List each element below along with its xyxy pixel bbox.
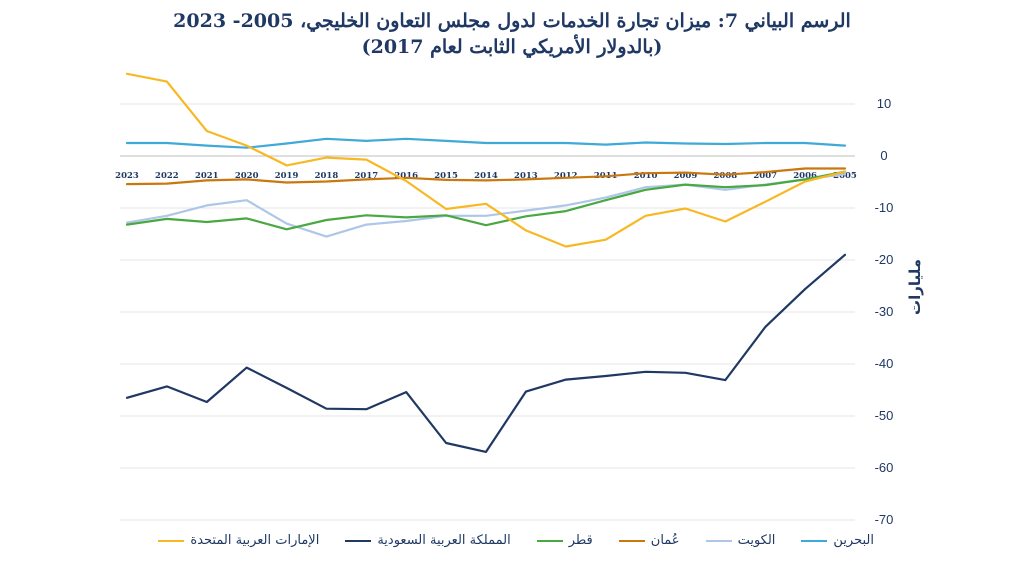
series-line-5 (125, 253, 847, 453)
y-tick-label: -40 (875, 356, 894, 371)
legend-label: المملكة العربية السعودية (377, 533, 511, 548)
series-line-2 (125, 173, 847, 238)
legend-swatch (536, 539, 563, 542)
x-tick-label: 2015 (434, 171, 458, 181)
series-line-1 (125, 137, 847, 149)
x-tick-label: 2009 (674, 171, 698, 181)
legend-label: الإمارات العربية المتحدة (190, 533, 320, 548)
x-tick-label: 2010 (634, 171, 658, 181)
legend-swatch (801, 539, 828, 542)
y-axis-ticks: 10 0 -10 -20 -30 -40 -50 -60 -70 (875, 96, 894, 527)
legend-swatch (158, 539, 185, 542)
x-tick-label: 2017 (354, 171, 378, 181)
legend-item: البحرين (801, 533, 874, 548)
x-tick-label: 2013 (514, 171, 538, 181)
legend-item: المملكة العربية السعودية (345, 533, 511, 548)
series-line-6 (125, 72, 847, 248)
legend-label: عُمان (650, 533, 680, 548)
x-tick-label: 2016 (394, 171, 418, 181)
x-tick-label: 2012 (554, 171, 578, 181)
series-lines (125, 72, 847, 453)
chart-title-block: الرسم البياني 7: ميزان تجارة الخدمات لدو… (0, 8, 1024, 60)
y-tick-label: -70 (875, 512, 894, 527)
legend-item: عُمان (618, 533, 680, 548)
x-tick-label: 2021 (195, 171, 219, 181)
x-tick-label: 2008 (713, 171, 737, 181)
y-tick-label: 0 (880, 148, 887, 163)
legend-item: الكويت (705, 533, 776, 548)
legend-label: الكويت (737, 533, 776, 548)
legend-swatch (705, 539, 732, 542)
legend-label: قطر (568, 533, 593, 548)
y-tick-label: -60 (875, 460, 894, 475)
y-tick-label: -20 (875, 252, 894, 267)
x-tick-label: 2022 (155, 171, 179, 181)
legend-item: قطر (536, 533, 593, 548)
chart-legend: البحرين الكويت عُمان قطر المملكة العربية الس… (158, 533, 874, 548)
series-line-4 (125, 170, 847, 231)
x-tick-label: 2020 (235, 171, 259, 181)
chart-subtitle: (بالدولار الأمريكي الثابت لعام 2017) (361, 36, 663, 58)
x-tick-label: 2005 (833, 171, 857, 181)
x-axis-ticks: 2023 2022 2021 2020 2019 2018 2017 2016 2015 2014… (115, 171, 857, 181)
x-tick-label: 2018 (315, 171, 339, 181)
y-axis-label: مليارات (906, 259, 924, 315)
y-tick-label: -10 (875, 200, 894, 215)
legend-swatch (345, 539, 372, 542)
gridlines (120, 103, 855, 521)
y-tick-label: 10 (877, 96, 891, 111)
series-line-3 (125, 167, 847, 186)
chart-title: الرسم البياني 7: ميزان تجارة الخدمات لدو… (173, 10, 851, 32)
x-tick-label: 2023 (115, 171, 139, 181)
legend-item: الإمارات العربية المتحدة (158, 533, 319, 548)
x-tick-label: 2019 (275, 171, 299, 181)
x-tick-label: 2006 (793, 171, 817, 181)
legend-label: البحرين (833, 533, 874, 548)
legend-swatch (618, 539, 645, 542)
x-tick-label: 2007 (753, 171, 777, 181)
y-tick-label: -50 (875, 408, 894, 423)
x-tick-label: 2014 (474, 171, 498, 181)
y-tick-label: -30 (875, 304, 894, 319)
